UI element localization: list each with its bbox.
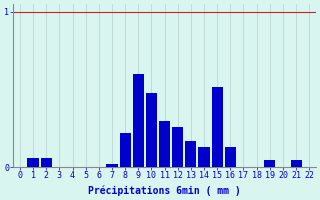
Bar bbox=[120, 133, 131, 167]
Bar bbox=[159, 121, 170, 167]
Bar bbox=[185, 141, 196, 167]
Bar bbox=[225, 147, 236, 167]
X-axis label: Précipitations 6min ( mm ): Précipitations 6min ( mm ) bbox=[88, 185, 241, 196]
Bar bbox=[133, 74, 144, 167]
Bar bbox=[212, 87, 223, 167]
Bar bbox=[291, 160, 302, 167]
Bar bbox=[28, 158, 39, 167]
Bar bbox=[264, 160, 276, 167]
Bar bbox=[172, 127, 183, 167]
Bar bbox=[41, 158, 52, 167]
Bar bbox=[146, 93, 157, 167]
Bar bbox=[198, 147, 210, 167]
Bar bbox=[106, 164, 117, 167]
